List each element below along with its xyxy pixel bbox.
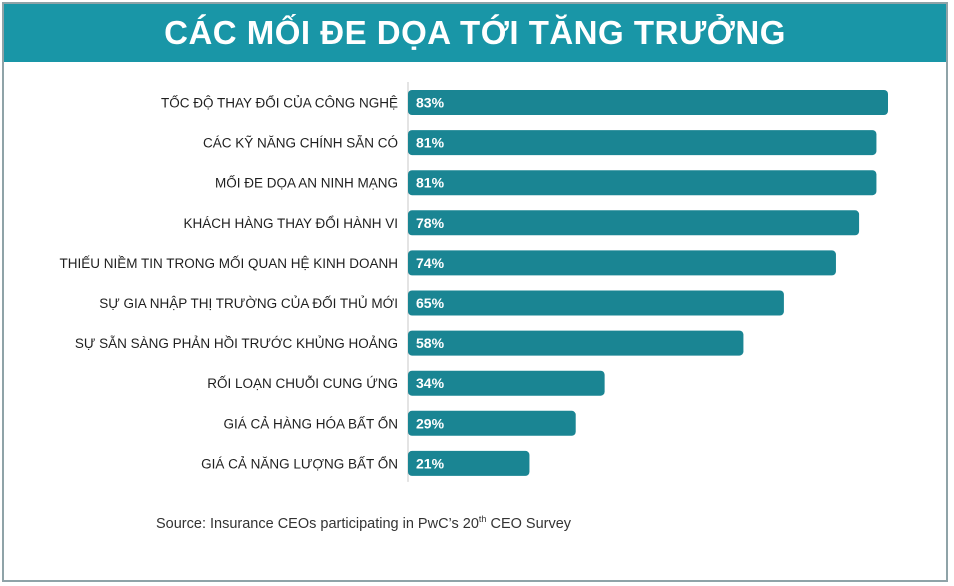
bar-value-label: 34% bbox=[416, 375, 445, 391]
category-label: CÁC KỸ NĂNG CHÍNH SẴN CÓ bbox=[203, 136, 398, 151]
source-text-end: CEO Survey bbox=[486, 515, 572, 532]
bar bbox=[408, 90, 888, 115]
category-label: GIÁ CẢ NĂNG LƯỢNG BẤT ỔN bbox=[201, 456, 398, 471]
bar-value-label: 83% bbox=[416, 95, 445, 111]
bar bbox=[408, 290, 784, 316]
bar-value-label: 29% bbox=[416, 415, 445, 431]
bar bbox=[408, 410, 576, 436]
bar-value-label: 58% bbox=[416, 335, 445, 351]
bar-value-label: 81% bbox=[416, 175, 445, 191]
bar bbox=[408, 170, 877, 196]
chart-title: CÁC MỐI ĐE DỌA TỚI TĂNG TRƯỞNG bbox=[164, 14, 786, 51]
category-label: GIÁ CẢ HÀNG HÓA BẤT ỔN bbox=[223, 416, 398, 431]
bar bbox=[408, 450, 530, 476]
category-label: THIẾU NIỀM TIN TRONG MỐI QUAN HỆ KINH DO… bbox=[59, 256, 398, 271]
source-note: Source: Insurance CEOs participating in … bbox=[156, 514, 571, 532]
category-label: MỐI ĐE DỌA AN NINH MẠNG bbox=[215, 176, 398, 191]
bar-value-label: 81% bbox=[416, 135, 445, 151]
bar bbox=[408, 250, 836, 276]
title-banner: CÁC MỐI ĐE DỌA TỚI TĂNG TRƯỞNG bbox=[4, 4, 946, 62]
bar-chart: 83% TỐC ĐỘ THAY ĐỔI CỦA CÔNG NGHỆ 81% CÁC K… bbox=[59, 82, 888, 482]
bar-value-label: 78% bbox=[416, 215, 445, 231]
category-label: TỐC ĐỘ THAY ĐỔI CỦA CÔNG NGHỆ bbox=[161, 96, 398, 111]
category-label: SỰ GIA NHẬP THỊ TRƯỜNG CỦA ĐỐI THỦ MỚI bbox=[99, 296, 398, 311]
category-label: SỰ SẴN SÀNG PHẢN HỒI TRƯỚC KHỦNG HOẢNG bbox=[75, 336, 398, 351]
bar-value-label: 65% bbox=[416, 295, 445, 311]
bar bbox=[408, 370, 605, 396]
bar bbox=[408, 130, 877, 156]
bar bbox=[408, 210, 860, 236]
category-label: RỐI LOẠN CHUỖI CUNG ỨNG bbox=[207, 376, 398, 391]
source-superscript: th bbox=[478, 514, 487, 524]
bar bbox=[408, 330, 744, 356]
bar-value-label: 21% bbox=[416, 455, 445, 471]
source-text: Source: Insurance CEOs participating in … bbox=[156, 515, 479, 532]
bar-value-label: 74% bbox=[416, 255, 445, 271]
category-label: KHÁCH HÀNG THAY ĐỔI HÀNH VI bbox=[183, 216, 398, 231]
